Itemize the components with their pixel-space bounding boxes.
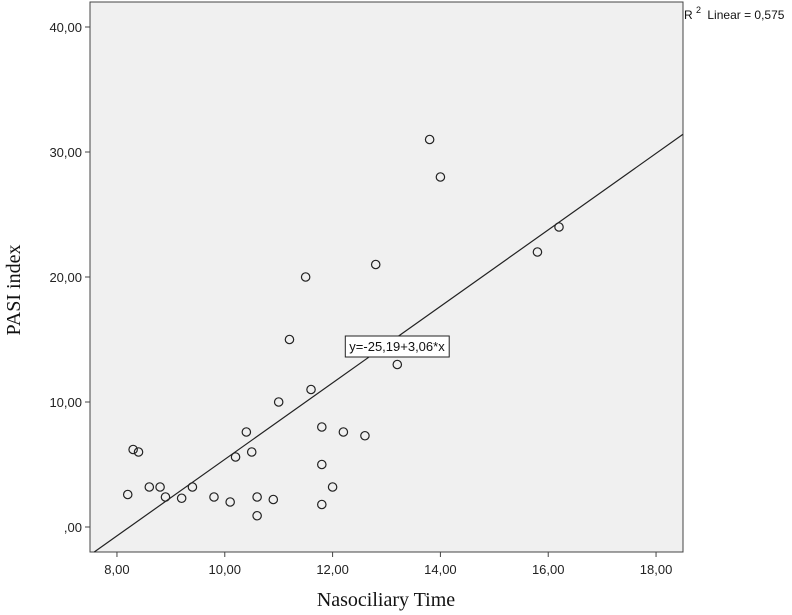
y-tick-label: ,00 [64,520,82,535]
data-point [187,482,198,492]
data-point [133,447,144,457]
equation-box [344,335,450,358]
data-point [554,222,564,232]
data-point [230,452,241,462]
x-axis-ticks: 8,00 10,00 12,00 14,00 16,00 18,00 [104,552,672,577]
y-tick-label: 20,00 [49,270,82,285]
y-axis-ticks: ,00 10,00 20,00 30,00 40,00 [49,20,90,535]
x-tick-label: 16,00 [532,562,565,577]
data-point [144,482,155,492]
data-point [300,272,311,282]
data-point [317,459,327,470]
y-tick-label: 40,00 [49,20,82,35]
x-tick-label: 18,00 [640,562,673,577]
data-point [128,444,138,455]
data-point [268,494,279,505]
equation-annotation: y=-25,19+3,06*x [344,335,450,358]
y-axis-title: PASI index [3,245,25,336]
data-point [327,482,338,492]
data-point [241,427,252,437]
data-point [370,259,381,270]
x-tick-label: 10,00 [208,562,241,577]
r-squared-label: R 2 Linear = 0,575 [684,2,785,22]
equation-label: y=-25,19+3,06*x [349,339,445,354]
scatter-points [122,134,564,521]
x-axis-title: Nasociliary Time [317,589,455,611]
data-point [252,510,262,521]
y-tick-label: 10,00 [49,395,82,410]
data-point [338,427,349,437]
data-point [435,172,446,182]
data-point [317,422,327,432]
data-point [360,430,370,441]
data-point [317,499,327,510]
data-point [122,489,133,500]
r-squared-prefix: R [684,8,693,22]
data-point [306,384,316,395]
data-point [532,247,543,257]
x-tick-label: 8,00 [104,562,129,577]
x-tick-label: 12,00 [316,562,349,577]
data-point [176,493,187,504]
x-tick-label: 14,00 [424,562,457,577]
data-point [246,447,257,457]
data-point [160,492,171,502]
data-point [424,134,435,145]
plot-area [89,1,684,553]
data-point [225,497,235,507]
data-point [284,334,295,345]
r-squared-superscript: 2 [696,5,701,15]
data-point [209,492,219,502]
data-point [155,482,165,492]
r-squared-value: Linear = 0,575 [707,8,784,22]
data-point [273,397,284,407]
data-point [252,492,262,502]
y-tick-label: 30,00 [49,145,82,160]
data-point [392,359,403,370]
